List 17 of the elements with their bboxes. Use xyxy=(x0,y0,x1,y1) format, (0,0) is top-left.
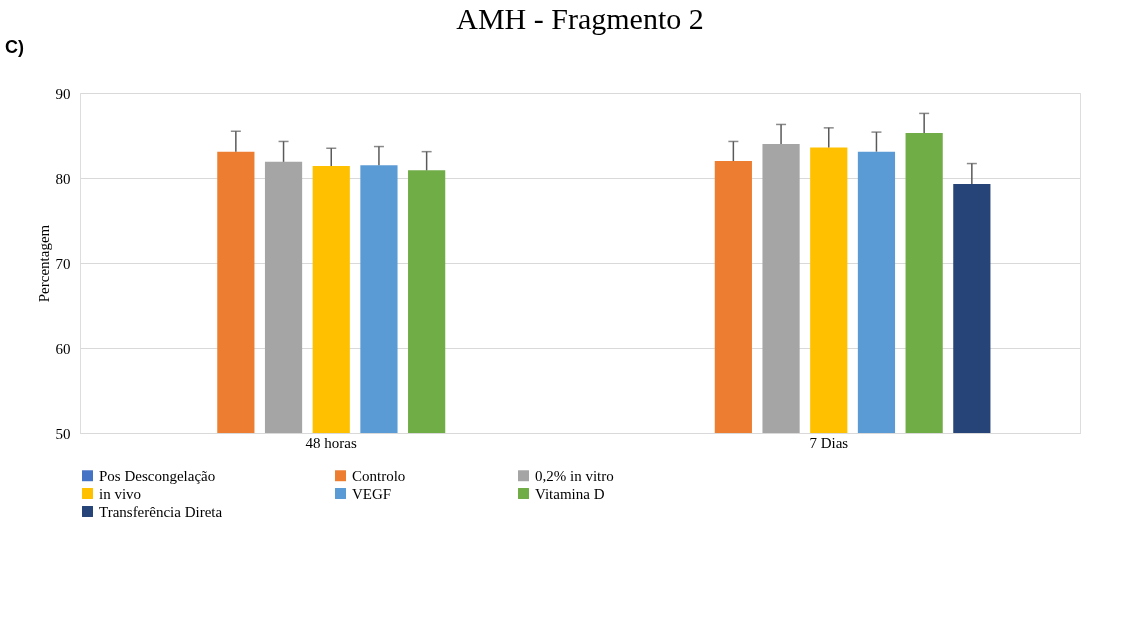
y-axis-title: Percentagem xyxy=(35,224,52,303)
legend-label: VEGF xyxy=(352,485,392,502)
y-tick-label: 70 xyxy=(55,255,71,272)
text: C) xyxy=(5,37,24,57)
chart-title: AMH - Fragmento 2 xyxy=(456,2,704,35)
y-tick-label: 90 xyxy=(55,85,71,102)
legend-label: in vivo xyxy=(99,485,142,502)
legend-label: Pos Descongelação xyxy=(99,467,216,484)
y-tick-label: 50 xyxy=(55,425,71,442)
x-tick-label: 7 Dias xyxy=(809,434,849,451)
legend-label: Vitamina D xyxy=(535,485,605,502)
legend-label: Transferência Direta xyxy=(99,503,223,520)
y-tick-label: 80 xyxy=(55,170,71,187)
x-tick-label: 48 horas xyxy=(305,434,358,451)
y-tick-label: 60 xyxy=(55,340,71,357)
legend-label: Controlo xyxy=(352,467,406,484)
legend-label: 0,2% in vitro xyxy=(535,467,614,484)
